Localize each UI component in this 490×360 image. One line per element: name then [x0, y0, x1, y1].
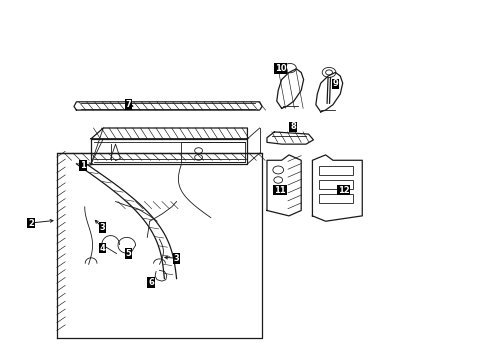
Text: 4: 4	[99, 244, 105, 253]
Text: 3: 3	[99, 223, 105, 232]
Text: 9: 9	[333, 80, 338, 89]
Text: 5: 5	[126, 249, 132, 258]
Text: 2: 2	[28, 219, 34, 228]
Text: 1: 1	[80, 161, 86, 170]
Text: 6: 6	[148, 278, 154, 287]
Bar	[319, 194, 353, 203]
Text: 3: 3	[174, 254, 179, 263]
Bar	[319, 180, 353, 189]
Text: 8: 8	[290, 122, 296, 131]
Text: 10: 10	[275, 64, 287, 73]
Text: 7: 7	[126, 100, 132, 109]
Text: 12: 12	[338, 185, 349, 194]
Text: 11: 11	[274, 185, 286, 194]
Bar	[319, 166, 353, 175]
